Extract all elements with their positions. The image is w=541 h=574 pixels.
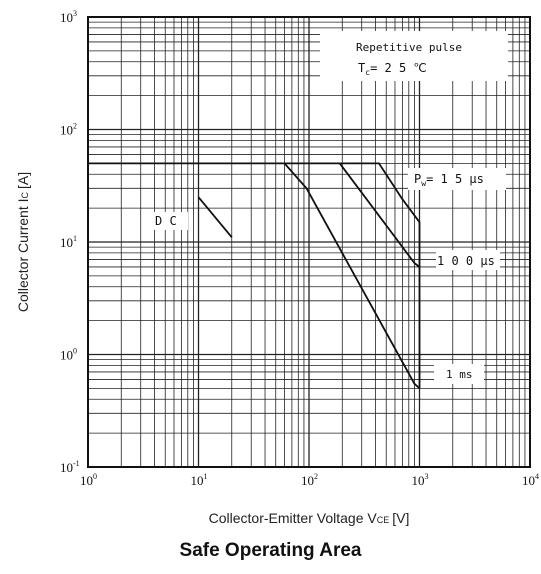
plot-frame — [87, 16, 531, 468]
dc-label: D C — [155, 214, 177, 228]
curves — [88, 162, 421, 390]
x-axis-label: Collector-Emitter Voltage VCE [V] — [209, 510, 410, 526]
series-line-1 — [88, 162, 421, 390]
y-tick-label: 101 — [60, 234, 77, 250]
series-line-3 — [339, 162, 421, 389]
x-tick-label: 101 — [191, 472, 208, 488]
label-dc: D C — [150, 212, 188, 230]
annotation-line1: Repetitive pulse — [356, 41, 462, 54]
pw-label: Pw= 1 5 μs — [414, 172, 484, 188]
y-tick-label: 102 — [60, 122, 77, 138]
annotation-line2: Tc= 2 5 ℃ — [358, 61, 427, 77]
x-tick-label: 100 — [80, 472, 97, 488]
y-axis-label: Collector Current IC[A] — [15, 172, 31, 312]
grid — [88, 17, 530, 467]
label-1ms: 1 ms — [434, 364, 484, 384]
annotation-box: Repetitive pulse Tc= 2 5 ℃ — [320, 31, 508, 81]
100us-label: 1 0 0 μs — [437, 254, 495, 268]
chart-title: Safe Operating Area — [179, 540, 362, 561]
y-tick-labels: 10-1 100 101 102 103 — [60, 9, 80, 475]
x-tick-label: 102 — [301, 472, 318, 488]
y-tick-label: 100 — [60, 347, 77, 363]
y-tick-label: 103 — [60, 9, 77, 25]
series-line-2 — [284, 162, 421, 268]
x-tick-labels: 100 101 102 103 104 — [80, 472, 539, 488]
series-line-0 — [197, 196, 233, 238]
x-tick-label: 103 — [412, 472, 429, 488]
label-100us: 1 0 0 μs — [436, 250, 500, 270]
1ms-label: 1 ms — [446, 368, 473, 381]
label-pw: Pw= 1 5 μs — [408, 168, 506, 190]
x-tick-label: 104 — [522, 472, 539, 488]
y-tick-label: 10-1 — [60, 459, 80, 475]
